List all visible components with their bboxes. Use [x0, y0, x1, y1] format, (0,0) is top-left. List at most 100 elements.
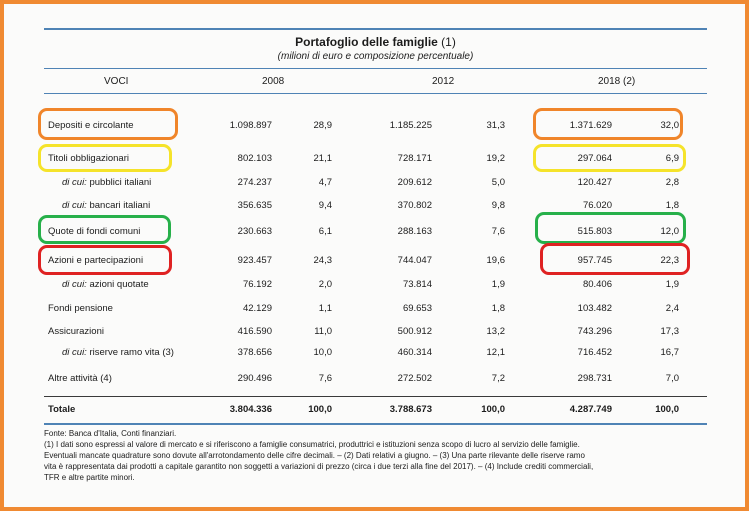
- footnote-line: vita è rappresentata dai prodotti a capi…: [44, 462, 594, 471]
- cell-pct-2008: 7,6: [318, 373, 332, 384]
- cell-value-2008: 230.663: [237, 226, 272, 237]
- row-label-text: Altre attività (4): [48, 373, 112, 384]
- table-title-note: (1): [441, 35, 456, 49]
- cell-value-2018: 80.406: [582, 279, 612, 290]
- cell-pct-2012: 1,8: [491, 303, 505, 314]
- cell-pct-2018: 12,0: [660, 226, 680, 237]
- cell-value-2012: 209.612: [397, 177, 432, 188]
- table-row-total: Totale 3.804.336 100,0 3.788.673 100,0 4…: [0, 404, 749, 418]
- cell-value-2018: 716.452: [577, 347, 612, 358]
- row-label: Quote di fondi comuni: [48, 226, 140, 237]
- column-header-2018: 2018 (2): [598, 76, 636, 87]
- row-label-text: azioni quotate: [89, 279, 149, 290]
- cell-value-2012: 272.502: [397, 373, 432, 384]
- footnote-line: Eventuali mancate quadrature sono dovute…: [44, 451, 585, 460]
- cell-value-2008: 923.457: [237, 255, 272, 266]
- cell-pct-2012: 19,2: [486, 153, 506, 164]
- cell-pct-2008: 10,0: [313, 347, 333, 358]
- column-header-voci: VOCI: [104, 76, 129, 87]
- cell-pct-2012: 19,6: [486, 255, 506, 266]
- total-2012-pct: 100,0: [481, 404, 505, 415]
- row-label-text: Fondi pensione: [48, 303, 113, 314]
- table-row: Quote di fondi comuni 230.663 6,1 288.163 7,…: [0, 226, 749, 240]
- cell-value-2008: 274.237: [237, 177, 272, 188]
- cell-value-2012: 728.171: [397, 153, 432, 164]
- cell-value-2018: 297.064: [577, 153, 612, 164]
- cell-pct-2008: 11,0: [314, 326, 332, 337]
- cell-value-2012: 370.802: [397, 200, 432, 211]
- cell-pct-2008: 24,3: [313, 255, 333, 266]
- cell-value-2008: 416.590: [237, 326, 272, 337]
- cell-pct-2008: 28,9: [313, 120, 333, 131]
- cell-value-2012: 500.912: [397, 326, 432, 337]
- row-label-text: Azioni e partecipazioni: [48, 255, 144, 266]
- table-row: Depositi e circolante 1.098.897 28,9 1.185.…: [0, 120, 749, 134]
- total-2018-value: 4.287.749: [569, 404, 612, 415]
- cell-value-2018: 957.745: [577, 255, 612, 266]
- highlight-box-depositi-2018: [533, 108, 683, 140]
- cell-pct-2018: 7,0: [665, 373, 679, 384]
- cell-pct-2008: 21,1: [313, 153, 333, 164]
- highlight-box-fondi-label: [38, 215, 171, 244]
- row-label: Altre attività (4): [48, 373, 112, 384]
- table-title: Portafoglio delle famiglie (1): [44, 35, 707, 49]
- cell-pct-2018: 32,0: [660, 120, 680, 131]
- header-rule-top: [44, 68, 707, 69]
- cell-value-2008: 1.098.897: [229, 120, 272, 131]
- cell-pct-2012: 31,3: [486, 120, 506, 131]
- table-row: Altre attività (4) 290.496 7,6 272.502 7,2 29…: [0, 373, 749, 387]
- cell-value-2008: 378.656: [237, 347, 272, 358]
- cell-pct-2008: 4,7: [318, 177, 332, 188]
- row-label-prefix: di cui:: [62, 279, 87, 290]
- row-label-prefix: di cui:: [62, 347, 87, 358]
- cell-value-2018: 76.020: [582, 200, 612, 211]
- cell-value-2008: 76.192: [242, 279, 272, 290]
- cell-pct-2018: 1,8: [665, 200, 679, 211]
- row-label: di cui: pubblici italiani: [62, 177, 151, 188]
- table-subtitle: (milioni di euro e composizione percentu…: [277, 51, 474, 62]
- cell-pct-2012: 12,1: [486, 347, 506, 358]
- highlight-box-depositi-label: [38, 108, 178, 140]
- cell-pct-2012: 7,6: [491, 226, 505, 237]
- row-label: Assicurazioni: [48, 326, 104, 337]
- cell-pct-2018: 6,9: [665, 153, 679, 164]
- cell-pct-2012: 1,9: [491, 279, 505, 290]
- cell-pct-2018: 2,8: [665, 177, 679, 188]
- table-title-text: Portafoglio delle famiglie: [295, 35, 438, 49]
- cell-value-2008: 802.103: [237, 153, 272, 164]
- highlight-box-titoli-2018: [533, 144, 686, 172]
- cell-pct-2008: 1,1: [318, 303, 332, 314]
- header-rule-bottom: [44, 93, 707, 94]
- footnote-line: TFR e altre partite minori.: [44, 473, 135, 482]
- cell-value-2018: 120.427: [577, 177, 612, 188]
- cell-value-2018: 1.371.629: [569, 120, 612, 131]
- row-label-text: Titoli obbligazionari: [48, 153, 129, 164]
- cell-pct-2018: 22,3: [660, 255, 680, 266]
- table-row: di cui: bancari italiani 356.635 9,4 370.80…: [0, 200, 749, 214]
- total-2012-value: 3.788.673: [389, 404, 432, 415]
- total-rule: [44, 396, 707, 397]
- column-header-2012: 2012: [432, 76, 455, 87]
- source-note: Fonte: Banca d'Italia, Conti finanziari.: [44, 429, 177, 438]
- row-label: Titoli obbligazionari: [48, 153, 129, 164]
- cell-value-2012: 460.314: [397, 347, 432, 358]
- table-row: Titoli obbligazionari 802.103 21,1 728.171 1…: [0, 153, 749, 167]
- table-row: Azioni e partecipazioni 923.457 24,3 744.04…: [0, 255, 749, 269]
- highlight-box-azioni-label: [38, 245, 172, 275]
- cell-pct-2012: 13,2: [486, 326, 506, 337]
- highlight-box-fondi-2018: [535, 212, 686, 244]
- row-label: Fondi pensione: [48, 303, 113, 314]
- table-row: Assicurazioni 416.590 11,0 500.912 13,2 743.2…: [0, 326, 749, 340]
- cell-value-2018: 298.731: [577, 373, 612, 384]
- cell-value-2012: 73.814: [402, 279, 432, 290]
- cell-pct-2008: 2,0: [318, 279, 332, 290]
- cell-value-2012: 288.163: [397, 226, 432, 237]
- total-2008-value: 3.804.336: [229, 404, 272, 415]
- row-label: Azioni e partecipazioni: [48, 255, 143, 266]
- row-label-prefix: di cui:: [62, 200, 87, 211]
- cell-pct-2018: 1,9: [665, 279, 679, 290]
- total-label: Totale: [48, 404, 76, 415]
- cell-value-2008: 356.635: [237, 200, 272, 211]
- cell-pct-2018: 2,4: [665, 303, 679, 314]
